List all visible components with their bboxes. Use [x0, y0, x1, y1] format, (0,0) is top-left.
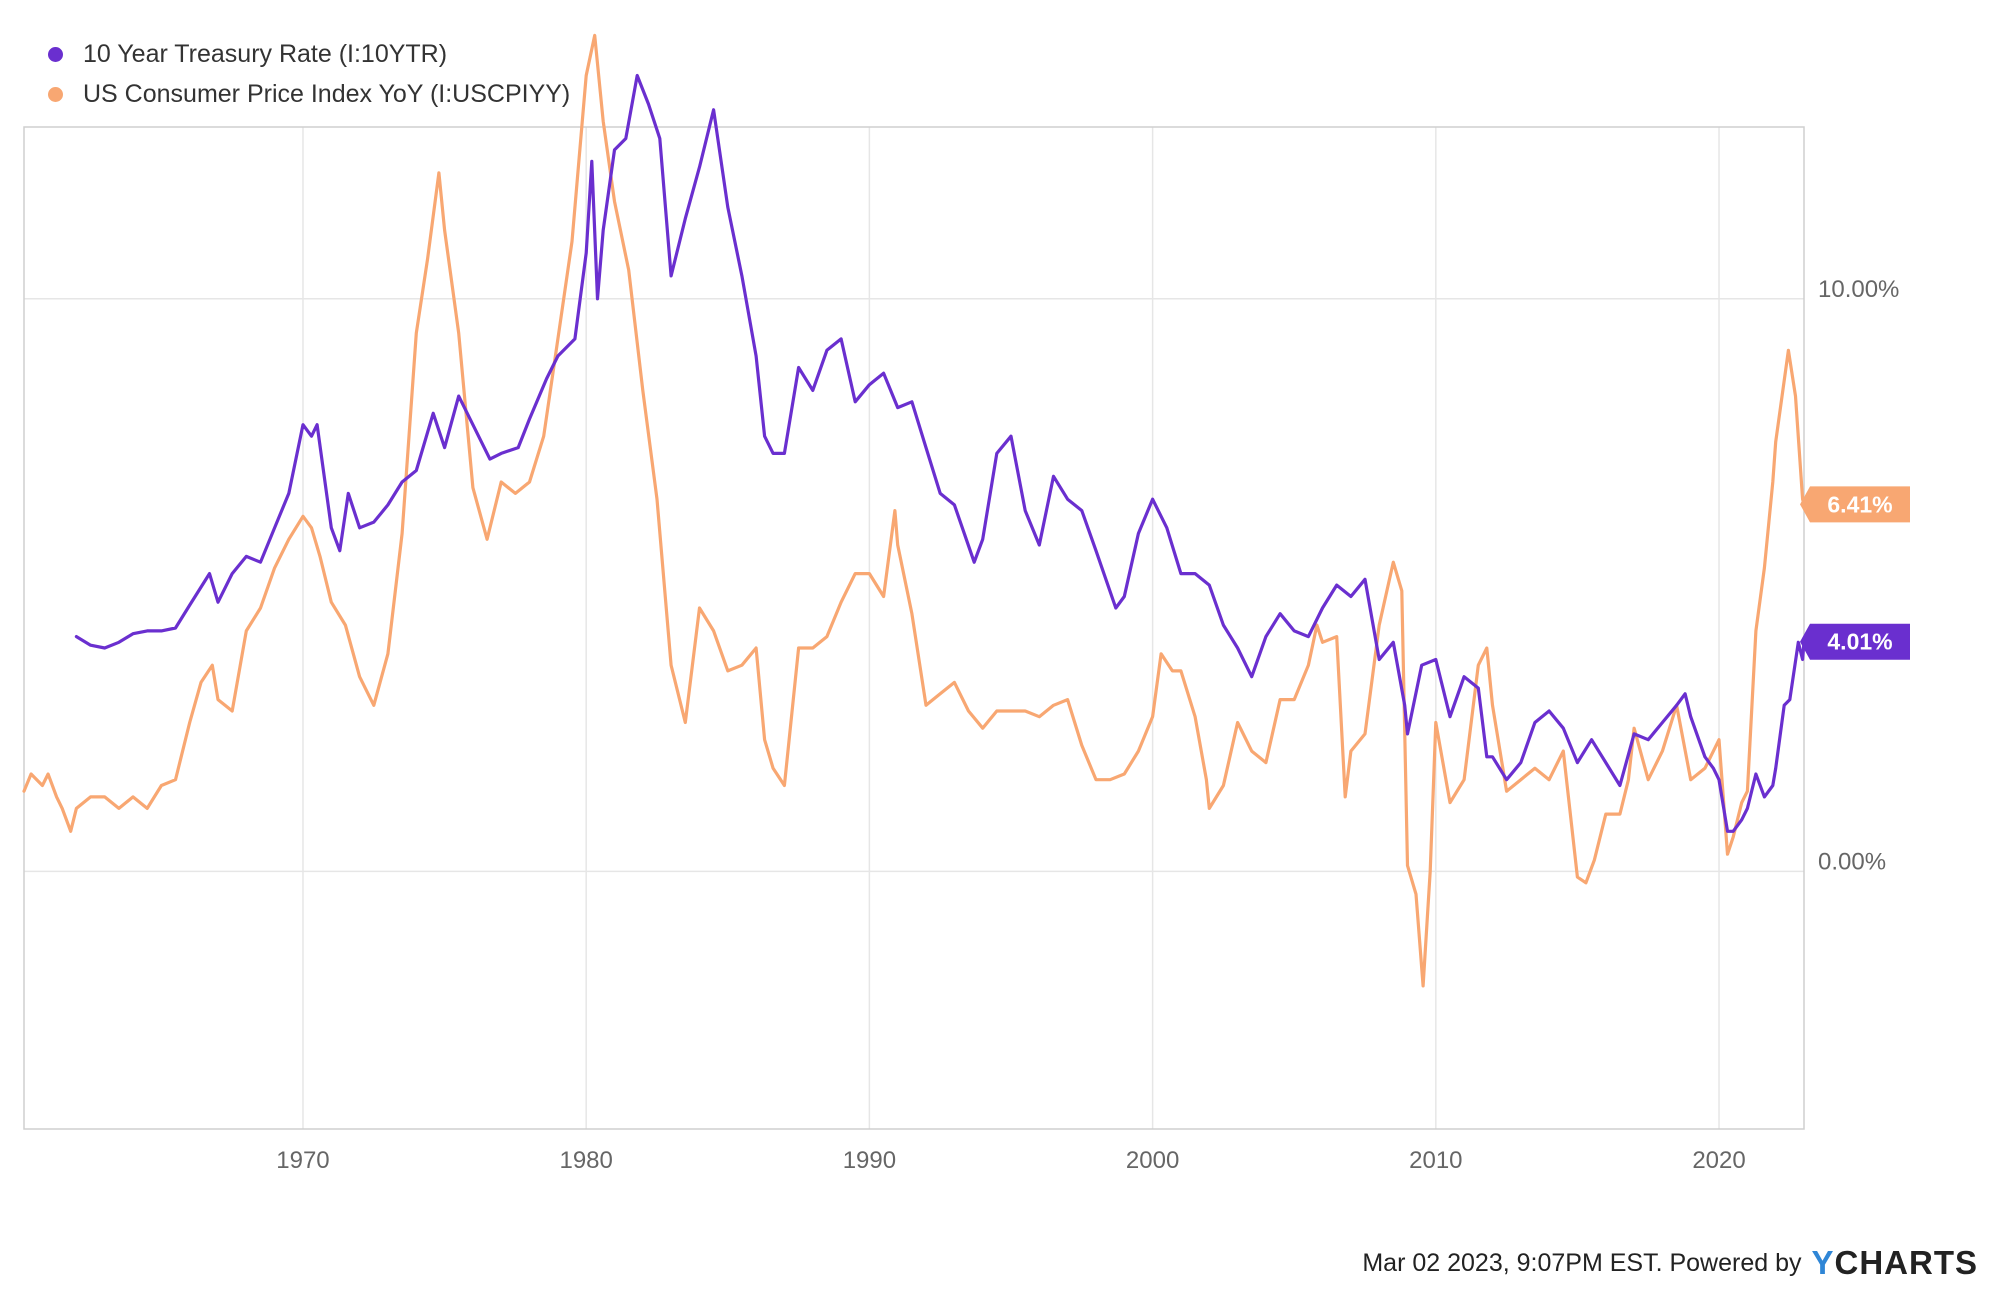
legend-label: US Consumer Price Index YoY (I:USCPIYY) [83, 79, 571, 108]
badge-shape [1800, 486, 1910, 523]
timestamp-text: Mar 02 2023, 9:07PM EST. Powered by [1362, 1248, 1802, 1277]
last-value-badge-treasury: 4.01% [1800, 623, 1910, 660]
legend-dot-icon [48, 46, 63, 62]
legend: 10 Year Treasury Rate (I:10YTR) US Consu… [48, 34, 570, 114]
badge-shape [1800, 623, 1910, 660]
y-tick-label: 0.00% [1818, 848, 1886, 875]
logo-text: CHARTS [1834, 1244, 1978, 1281]
x-tick-label: 1970 [276, 1147, 329, 1174]
x-tick-label: 1980 [559, 1147, 612, 1174]
x-tick-label: 1990 [843, 1147, 896, 1174]
footer: Mar 02 2023, 9:07PM EST. Powered by YCHA… [1362, 1244, 1978, 1282]
x-axis: 1970 1980 1990 2000 2010 2020 [276, 1147, 1745, 1174]
legend-label: 10 Year Treasury Rate (I:10YTR) [83, 39, 448, 68]
x-tick-label: 2020 [1692, 1147, 1745, 1174]
series-line-treasury[interactable] [74, 73, 1806, 833]
x-tick-label: 2000 [1126, 1147, 1179, 1174]
legend-item-treasury[interactable]: 10 Year Treasury Rate (I:10YTR) [48, 34, 570, 74]
gridlines [24, 127, 1804, 1129]
legend-dot-icon [48, 86, 63, 102]
badge-text: 4.01% [1827, 629, 1892, 655]
badge-text: 6.41% [1827, 491, 1892, 517]
last-value-labels: 4.01% 6.41% [1800, 486, 1910, 660]
x-tick-label: 2010 [1409, 1147, 1462, 1174]
y-tick-label: 10.00% [1818, 276, 1899, 303]
series-layer [22, 33, 1806, 988]
legend-item-cpi[interactable]: US Consumer Price Index YoY (I:USCPIYY) [48, 74, 570, 114]
plot-border [23, 126, 1805, 1130]
y-axis: 10.00% 0.00% [1818, 276, 1899, 876]
ycharts-logo[interactable]: YCHARTS [1811, 1244, 1978, 1282]
series-line-cpi[interactable] [22, 33, 1806, 988]
last-value-badge-cpi: 6.41% [1800, 486, 1910, 523]
logo-y: Y [1811, 1244, 1835, 1281]
